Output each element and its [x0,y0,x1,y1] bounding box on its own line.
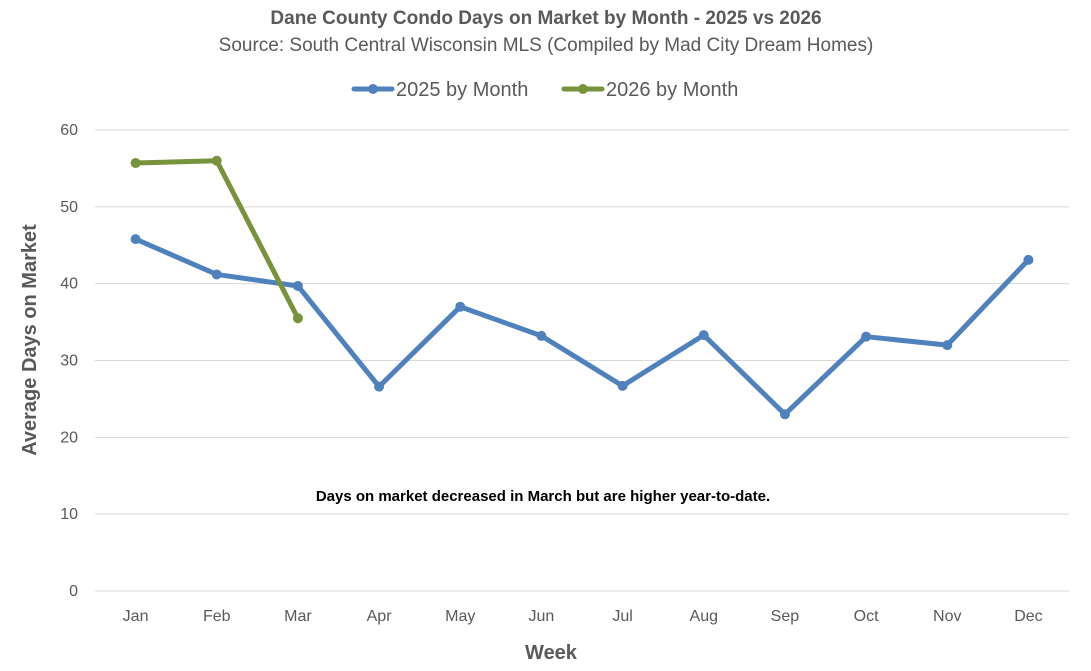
legend-label: 2025 by Month [396,79,528,101]
series-layer [130,155,1034,420]
x-axis-title: Week [525,642,578,664]
data-point [536,330,547,341]
data-point [292,280,303,291]
y-tick-label: 0 [69,583,78,600]
x-tick-label: Jul [612,608,632,625]
x-tick-label: Mar [284,608,312,625]
x-tick-label: Jun [529,608,555,625]
legend-label: 2026 by Month [606,79,738,101]
data-point [779,409,790,420]
legend: 2025 by Month 2026 by Month [351,79,738,101]
y-tick-label: 50 [60,199,78,216]
series-1 [130,234,1034,420]
x-tick-label: Feb [203,608,231,625]
y-axis-ticks: 0 10 20 30 40 50 60 [60,122,78,600]
legend-item: 2026 by Month [561,79,738,101]
y-tick-label: 20 [60,429,78,446]
x-tick-label: Aug [690,608,718,625]
y-tick-label: 30 [60,353,78,370]
legend-item: 2025 by Month [351,79,528,101]
y-tick-label: 40 [60,276,78,293]
x-tick-label: Apr [367,608,393,625]
x-tick-label: Dec [1014,608,1042,625]
data-point [942,340,953,351]
data-point [374,381,385,392]
data-point [861,331,872,342]
y-tick-label: 60 [60,122,78,139]
series-2 [130,155,303,324]
series-line [133,236,1031,417]
data-point [455,301,466,312]
x-axis-ticks: Jan Feb Mar Apr May Jun Jul Aug Sep Oct Nov Dec [123,608,1043,625]
data-point [698,330,709,341]
x-tick-label: Nov [933,608,961,625]
data-point [1023,254,1034,265]
y-tick-label: 10 [60,506,78,523]
x-tick-label: Oct [854,608,879,625]
data-point [617,380,628,391]
data-point [211,155,222,166]
y-axis-title: Average Days on Market [19,224,41,456]
legend-swatch-marker [368,84,378,94]
legend-swatch-marker [578,84,588,94]
chart-subtitle: Source: South Central Wisconsin MLS (Com… [219,35,874,56]
x-tick-label: May [445,608,475,625]
x-tick-label: Jan [123,608,149,625]
chart-annotation: Days on market decreased in March but ar… [316,488,770,505]
data-point [211,269,222,280]
data-point [292,313,303,324]
x-tick-label: Sep [771,608,800,625]
data-point [130,158,141,169]
series-line [133,158,301,321]
chart-title: Dane County Condo Days on Market by Mont… [270,8,821,29]
data-point [130,234,141,245]
